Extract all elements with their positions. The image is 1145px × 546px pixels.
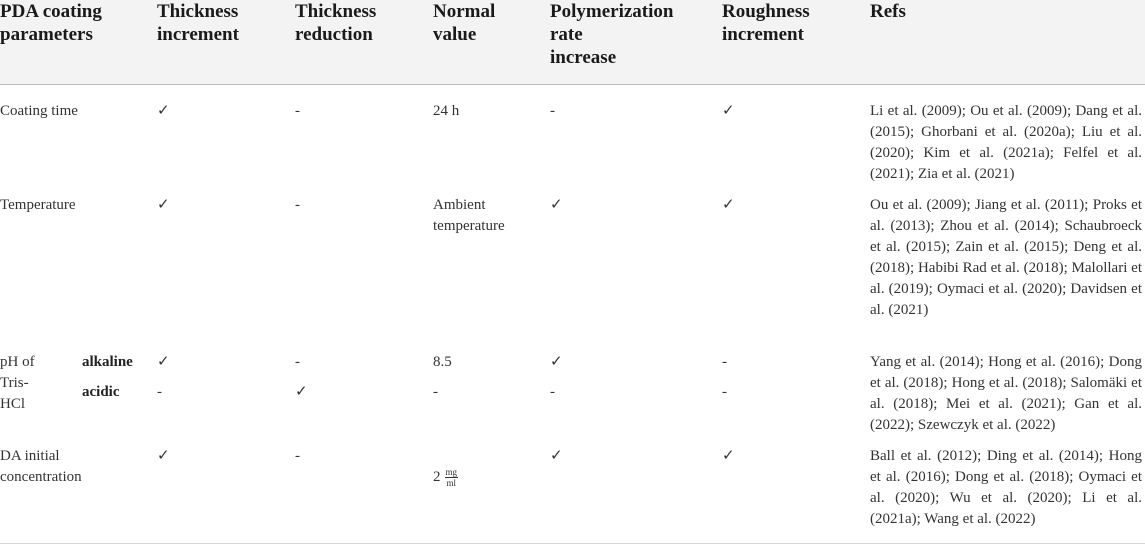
table-bottom-divider xyxy=(0,543,1145,544)
header-polymerization-rate: Polymerization rate increase xyxy=(550,1,674,68)
unit-fraction: mg ml xyxy=(444,467,459,489)
row-time-polymerization: - xyxy=(550,103,555,119)
row-temp-thickness-increment: ✓ xyxy=(157,197,170,213)
row-da-refs: Ball et al. (2012); Ding et al. (2014); … xyxy=(870,448,1142,527)
row-da-normal-value: 2 mg ml xyxy=(433,446,459,489)
row-ph-refs: Yang et al. (2014); Hong et al. (2016); … xyxy=(870,354,1142,433)
row-time-param: Coating time xyxy=(0,103,78,119)
row-da-param: DA initial concentration xyxy=(0,448,82,485)
row-ph-alkaline-thickness-reduction: - xyxy=(295,354,300,370)
row-temp-normal-value: Ambient temperature xyxy=(433,197,505,234)
header-normal-value: Normal value xyxy=(433,1,496,45)
unit-numerator: mg xyxy=(444,467,459,479)
row-da-polymerization: ✓ xyxy=(550,448,563,464)
header-roughness-increment: Roughness increment xyxy=(722,1,810,45)
row-time-roughness: ✓ xyxy=(722,103,735,119)
row-da-thickness-increment: ✓ xyxy=(157,448,170,464)
row-ph-acidic-thickness-reduction: ✓ xyxy=(295,384,308,400)
row-ph-alkaline-label: alkaline xyxy=(82,354,133,370)
row-da-roughness: ✓ xyxy=(722,448,735,464)
row-time-normal-value: 24 h xyxy=(433,103,460,119)
row-ph-alkaline-normal-value: 8.5 xyxy=(433,354,452,370)
row-time-thickness-reduction: - xyxy=(295,103,300,119)
row-ph-param: pH of Tris- HCl xyxy=(0,354,35,412)
row-ph-acidic-polymerization: - xyxy=(550,384,555,400)
row-ph-acidic-normal-value: - xyxy=(433,384,438,400)
da-normal-number: 2 xyxy=(433,469,441,485)
row-time-refs: Li et al. (2009); Ou et al. (2009); Dang… xyxy=(870,103,1142,182)
row-temp-roughness: ✓ xyxy=(722,197,735,213)
row-time-thickness-increment: ✓ xyxy=(157,103,170,119)
row-ph-acidic-roughness: - xyxy=(722,384,727,400)
header-refs: Refs xyxy=(870,1,906,22)
row-ph-acidic-thickness-increment: - xyxy=(157,384,162,400)
row-temp-refs: Ou et al. (2009); Jiang et al. (2011); P… xyxy=(870,197,1142,318)
row-ph-alkaline-roughness: - xyxy=(722,354,727,370)
header-thickness-increment: Thickness increment xyxy=(157,1,239,45)
unit-denominator: ml xyxy=(446,478,457,489)
row-temp-polymerization: ✓ xyxy=(550,197,563,213)
row-ph-acidic-label: acidic xyxy=(82,384,120,400)
row-temp-thickness-reduction: - xyxy=(295,197,300,213)
header-thickness-reduction: Thickness reduction xyxy=(295,1,377,45)
table-header: PDA coating parameters Thickness increme… xyxy=(0,0,1145,85)
header-parameters: PDA coating parameters xyxy=(0,1,102,45)
row-ph-alkaline-polymerization: ✓ xyxy=(550,354,563,370)
row-da-thickness-reduction: - xyxy=(295,448,300,464)
row-temp-param: Temperature xyxy=(0,197,76,213)
row-ph-alkaline-thickness-increment: ✓ xyxy=(157,354,170,370)
